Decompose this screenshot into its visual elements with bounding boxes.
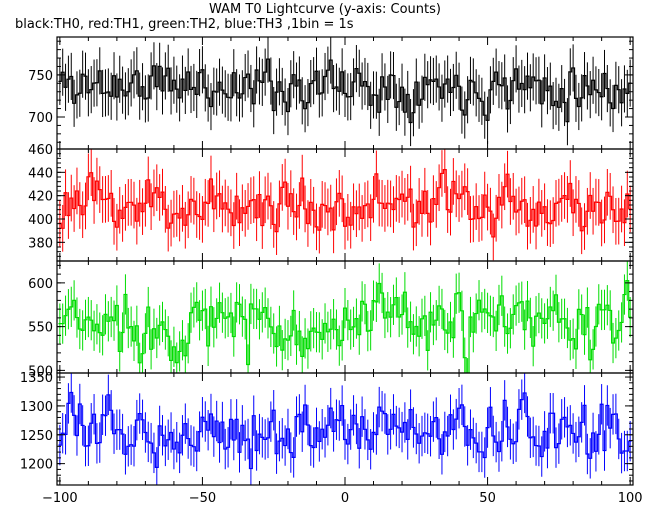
- series-th3: [58, 373, 632, 485]
- y-tick-label: 1300: [20, 400, 53, 415]
- x-tick-label: 0: [341, 491, 349, 505]
- series-th2: [58, 261, 632, 373]
- y-tick-label: 550: [28, 321, 53, 336]
- y-tick-label: 750: [28, 69, 53, 84]
- y-tick-label: 400: [28, 213, 53, 228]
- step-line: [58, 58, 632, 124]
- chart-subtitle: black:TH0, red:TH1, green:TH2, blue:TH3 …: [15, 17, 354, 32]
- x-tick-label: −50: [189, 491, 216, 505]
- panel-th3: 1200 1250 1300 1350: [20, 371, 634, 486]
- step-line: [58, 280, 632, 373]
- panel-th1: 380 400 420 440 460: [28, 143, 634, 262]
- x-tick-label: 100: [618, 491, 643, 505]
- y-tick-label: 420: [28, 190, 53, 205]
- y-tick-label: 460: [28, 143, 53, 158]
- series-th1: [58, 149, 632, 261]
- y-tick-label: 700: [28, 111, 53, 126]
- x-tick-label: −100: [42, 491, 78, 505]
- x-tick-label: 50: [479, 491, 496, 505]
- panels-group: 700 750 380 400 420 440 460 500 550 600 1200 1250 13…: [20, 36, 634, 486]
- panel-th2: 500 550 600: [28, 260, 634, 379]
- y-tick-label: 1250: [20, 429, 53, 444]
- y-tick-label: 1350: [20, 371, 53, 386]
- y-tick-label: 600: [28, 277, 53, 292]
- y-tick-label: 1200: [20, 458, 53, 473]
- series-th0: [58, 37, 632, 147]
- x-axis: −100 −50 0 50 100: [42, 491, 643, 505]
- y-tick-label: 380: [28, 236, 53, 251]
- step-line: [58, 169, 632, 238]
- y-tick-label: 500: [28, 364, 53, 379]
- step-line: [58, 391, 632, 470]
- chart-title: WAM T0 Lightcurve (y-axis: Counts): [209, 2, 441, 17]
- y-tick-label: 440: [28, 166, 53, 181]
- panel-th0: 700 750: [28, 36, 634, 150]
